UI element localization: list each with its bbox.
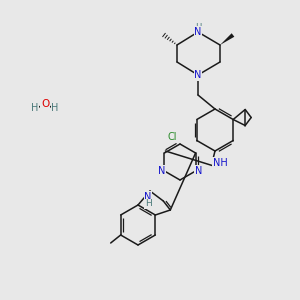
Text: N: N xyxy=(194,70,202,80)
Text: N: N xyxy=(158,166,165,176)
Text: H: H xyxy=(51,103,59,113)
Text: Cl: Cl xyxy=(167,132,177,142)
Text: H: H xyxy=(31,103,39,113)
Text: O: O xyxy=(41,99,49,109)
Text: N: N xyxy=(194,27,202,37)
Text: H: H xyxy=(195,22,201,32)
Polygon shape xyxy=(220,33,234,45)
Text: N: N xyxy=(144,192,152,202)
Text: H: H xyxy=(145,200,152,208)
Text: N: N xyxy=(195,166,202,176)
Text: NH: NH xyxy=(213,158,227,168)
